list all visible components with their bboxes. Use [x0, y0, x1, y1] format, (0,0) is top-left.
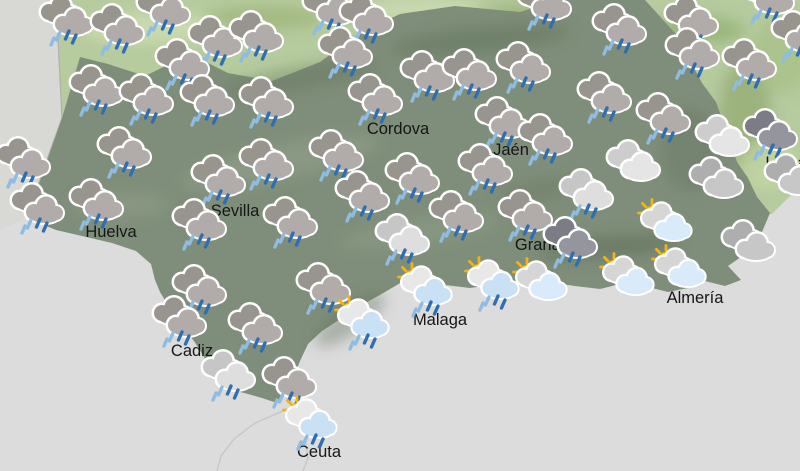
city-label-ceuta: Ceuta — [297, 443, 342, 461]
city-label-jaen: Jaén — [493, 141, 529, 159]
city-label-sevilla: Sevilla — [211, 202, 260, 220]
city-label-huelva: Huelva — [85, 223, 137, 241]
city-label-cordova: Cordova — [367, 120, 430, 138]
city-label-malaga: Malaga — [413, 311, 468, 329]
city-label-almeria: Almería — [667, 289, 725, 307]
city-label-cadiz: Cadiz — [171, 342, 213, 360]
